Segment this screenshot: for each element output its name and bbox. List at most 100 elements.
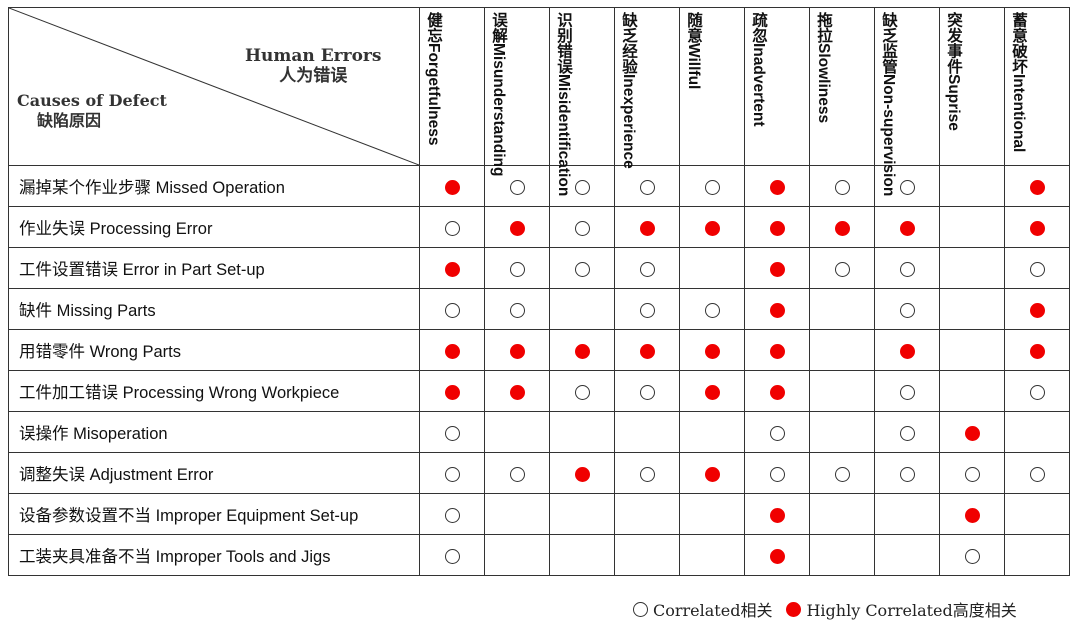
row-label: 用错零件 Wrong Parts bbox=[8, 329, 420, 371]
correlated-circle-icon bbox=[1029, 261, 1045, 277]
correlated-circle-icon bbox=[444, 302, 460, 318]
matrix-cell bbox=[549, 288, 615, 330]
matrix-cell bbox=[939, 370, 1005, 412]
matrix-cell bbox=[614, 370, 680, 412]
highly-correlated-dot-icon bbox=[1029, 220, 1045, 236]
correlated-circle-icon bbox=[633, 601, 648, 617]
matrix-cell bbox=[419, 534, 485, 576]
column-header: 缺乏监管Non-supervision bbox=[874, 7, 940, 196]
column-header-text: 缺乏监管Non-supervision bbox=[878, 12, 898, 196]
matrix-cell bbox=[549, 247, 615, 289]
highly-correlated-dot-icon bbox=[834, 220, 850, 236]
highly-correlated-dot-icon bbox=[639, 343, 655, 359]
correlated-circle-icon bbox=[444, 548, 460, 564]
matrix-cell bbox=[1004, 493, 1070, 535]
matrix-cell bbox=[549, 452, 615, 494]
column-label-zh: 随意 bbox=[685, 12, 702, 43]
column-header-text: 缺乏经验Inexperience bbox=[618, 12, 638, 169]
matrix-cell bbox=[744, 247, 810, 289]
highly-correlated-dot-icon bbox=[1029, 302, 1045, 318]
matrix-cell bbox=[809, 411, 875, 453]
table-row: 误操作 Misoperation bbox=[8, 411, 1070, 453]
column-header: 健忘Forgetfulness bbox=[419, 7, 485, 166]
row-label: 缺件 Missing Parts bbox=[8, 288, 420, 330]
matrix-cell bbox=[419, 370, 485, 412]
correlated-circle-icon bbox=[444, 466, 460, 482]
highly-correlated-dot-icon bbox=[444, 384, 460, 400]
matrix-cell bbox=[939, 165, 1005, 207]
matrix-cell bbox=[484, 206, 550, 248]
matrix-cell bbox=[809, 452, 875, 494]
column-label-zh: 健忘 bbox=[425, 12, 442, 43]
column-header: 缺乏经验Inexperience bbox=[614, 7, 680, 169]
table-row: 作业失误 Processing Error bbox=[8, 206, 1070, 248]
highly-correlated-dot-icon bbox=[769, 179, 785, 195]
matrix-cell bbox=[419, 247, 485, 289]
matrix-cell bbox=[679, 165, 745, 207]
matrix-cell bbox=[614, 452, 680, 494]
matrix-cell bbox=[809, 370, 875, 412]
matrix-cell bbox=[744, 493, 810, 535]
matrix-cell bbox=[679, 493, 745, 535]
matrix-cell bbox=[549, 411, 615, 453]
table-row: 用错零件 Wrong Parts bbox=[8, 329, 1070, 371]
matrix-cell bbox=[1004, 534, 1070, 576]
column-label-en: Misidentification bbox=[555, 74, 572, 197]
matrix-cell bbox=[614, 493, 680, 535]
column-label-zh: 疏忽 bbox=[750, 12, 767, 43]
highly-correlated-dot-icon bbox=[704, 466, 720, 482]
matrix-cell bbox=[809, 165, 875, 207]
column-label-en: Non-supervision bbox=[880, 74, 897, 197]
correlated-circle-icon bbox=[769, 425, 785, 441]
row-label: 设备参数设置不当 Improper Equipment Set-up bbox=[8, 493, 420, 535]
matrix-cell bbox=[549, 534, 615, 576]
column-label-zh: 蓄意破坏 bbox=[1010, 12, 1027, 74]
highly-correlated-dot-icon bbox=[769, 343, 785, 359]
matrix-cell bbox=[614, 165, 680, 207]
matrix-cell bbox=[874, 247, 940, 289]
matrix-cell bbox=[874, 165, 940, 207]
defect-matrix-table: Human Errors 人为错误 Causes of Defect 缺陷原因 … bbox=[8, 7, 1070, 576]
matrix-cell bbox=[1004, 370, 1070, 412]
matrix-cell bbox=[874, 534, 940, 576]
column-label-en: Suprise bbox=[945, 74, 962, 131]
column-header-text: 疏忽Inadvertent bbox=[748, 12, 768, 127]
column-header: 蓄意破坏Intentional bbox=[1004, 7, 1070, 166]
highly-correlated-dot-icon bbox=[769, 220, 785, 236]
row-label: 作业失误 Processing Error bbox=[8, 206, 420, 248]
correlated-circle-icon bbox=[639, 179, 655, 195]
highly-correlated-dot-icon bbox=[509, 343, 525, 359]
correlated-circle-icon bbox=[639, 466, 655, 482]
matrix-cell bbox=[809, 534, 875, 576]
matrix-cell bbox=[484, 493, 550, 535]
matrix-cell bbox=[614, 411, 680, 453]
matrix-cell bbox=[939, 329, 1005, 371]
matrix-cell bbox=[484, 370, 550, 412]
matrix-cell bbox=[549, 493, 615, 535]
column-header: 疏忽Inadvertent bbox=[744, 7, 810, 166]
matrix-cell bbox=[614, 247, 680, 289]
highly-correlated-dot-icon bbox=[704, 220, 720, 236]
matrix-cell bbox=[809, 288, 875, 330]
column-label-en: Inexperience bbox=[620, 74, 637, 169]
matrix-cell bbox=[484, 165, 550, 207]
matrix-cell bbox=[419, 411, 485, 453]
legend: Correlated相关 Highly Correlated高度相关 bbox=[633, 596, 1031, 622]
column-label-zh: 识别错误 bbox=[555, 12, 572, 74]
column-header-text: 健忘Forgetfulness bbox=[423, 12, 443, 145]
highly-correlated-dot-icon bbox=[964, 425, 980, 441]
matrix-cell bbox=[484, 411, 550, 453]
column-label-zh: 突发事件 bbox=[945, 12, 962, 74]
correlated-circle-icon bbox=[574, 261, 590, 277]
correlated-circle-icon bbox=[834, 179, 850, 195]
legend-correlated-label: Correlated相关 bbox=[653, 601, 773, 620]
legend-highly-correlated-label: Highly Correlated高度相关 bbox=[806, 601, 1017, 620]
matrix-cell bbox=[484, 329, 550, 371]
column-header-text: 拖拉Slowliness bbox=[813, 12, 833, 123]
highly-correlated-dot-icon bbox=[509, 384, 525, 400]
row-label: 工装夹具准备不当 Improper Tools and Jigs bbox=[8, 534, 420, 576]
matrix-cell bbox=[874, 452, 940, 494]
table-row: 工装夹具准备不当 Improper Tools and Jigs bbox=[8, 534, 1070, 576]
column-header: 误解Misunderstanding bbox=[484, 7, 550, 176]
highly-correlated-dot-icon bbox=[444, 261, 460, 277]
